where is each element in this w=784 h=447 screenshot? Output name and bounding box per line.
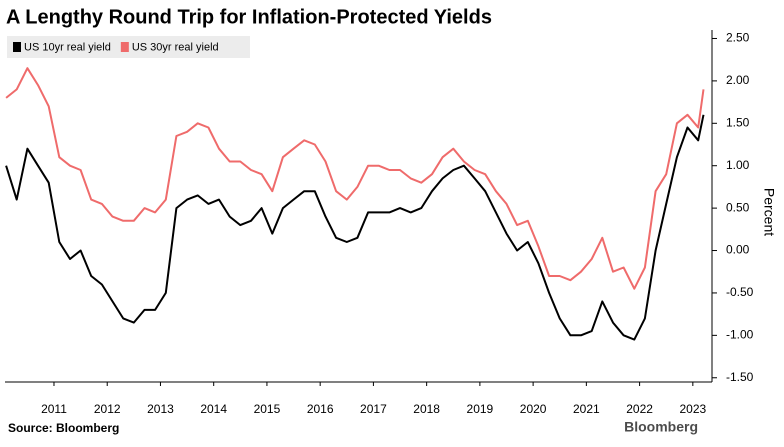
y-tick-label: 1.00 xyxy=(726,158,750,172)
legend-label: US 30yr real yield xyxy=(132,41,219,53)
source: Source: Bloomberg xyxy=(8,421,119,435)
y-tick-label: 2.00 xyxy=(726,73,750,87)
line-series xyxy=(5,67,705,290)
y-tick-label: 0.50 xyxy=(726,200,750,214)
x-tick-label: 2012 xyxy=(94,402,121,416)
x-tick-label: 2014 xyxy=(200,402,227,416)
x-tick-label: 2021 xyxy=(573,402,600,416)
legend-label: US 10yr real yield xyxy=(24,41,111,53)
y-tick-label: -1.50 xyxy=(726,370,754,384)
y-axis-label: Percent xyxy=(761,188,777,236)
y-tick-label: 2.50 xyxy=(726,31,750,45)
x-tick-label: 2022 xyxy=(626,402,653,416)
y-tick-label: -1.00 xyxy=(726,328,754,342)
legend: US 10yr real yield US 30yr real yield xyxy=(7,36,250,58)
x-tick-label: 2017 xyxy=(360,402,387,416)
x-tick-label: 2020 xyxy=(520,402,547,416)
legend-swatch xyxy=(13,42,21,52)
y-tick-label: -0.50 xyxy=(726,285,754,299)
x-tick-label: 2015 xyxy=(254,402,281,416)
x-tick-label: 2023 xyxy=(679,402,706,416)
x-tick-label: 2019 xyxy=(467,402,494,416)
x-tick-label: 2016 xyxy=(307,402,334,416)
x-tick-label: 2018 xyxy=(413,402,440,416)
y-tick-label: 1.50 xyxy=(726,115,750,129)
x-tick-label: 2011 xyxy=(41,402,67,416)
line-series xyxy=(5,114,705,341)
legend-swatch xyxy=(120,42,129,52)
chart-title: A Lengthy Round Trip for Inflation-Prote… xyxy=(6,6,492,28)
x-tick-label: 2013 xyxy=(147,402,174,416)
y-tick-label: 0.00 xyxy=(726,243,750,257)
watermark: Bloomberg xyxy=(624,419,698,435)
